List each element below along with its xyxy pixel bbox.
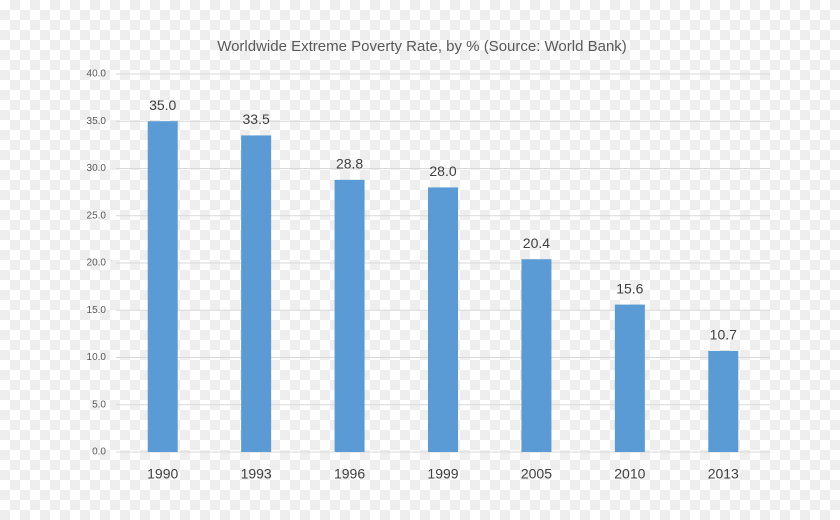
y-tick-label: 10.0 bbox=[87, 352, 107, 363]
chart-title: Worldwide Extreme Poverty Rate, by % (So… bbox=[217, 38, 627, 55]
data-label: 33.5 bbox=[243, 111, 270, 127]
y-tick-label: 30.0 bbox=[87, 163, 107, 174]
x-tick-label: 1990 bbox=[147, 466, 178, 482]
y-tick-label: 15.0 bbox=[87, 305, 107, 316]
y-tick-label: 25.0 bbox=[87, 210, 107, 221]
data-label: 20.4 bbox=[523, 235, 550, 251]
data-label: 28.8 bbox=[336, 156, 363, 172]
bar bbox=[241, 135, 272, 453]
data-label: 10.7 bbox=[710, 327, 737, 343]
x-tick-label: 1993 bbox=[241, 466, 272, 482]
x-tick-label: 1996 bbox=[334, 466, 365, 482]
x-tick-label: 1999 bbox=[427, 466, 458, 482]
y-tick-label: 20.0 bbox=[87, 258, 107, 269]
bar bbox=[428, 187, 458, 452]
x-tick-label: 2013 bbox=[708, 466, 739, 482]
y-tick-label: 35.0 bbox=[87, 116, 107, 127]
y-tick-label: 0.0 bbox=[92, 447, 106, 458]
x-tick-label: 2005 bbox=[521, 466, 552, 482]
data-label: 35.0 bbox=[149, 97, 176, 113]
data-label: 15.6 bbox=[616, 280, 643, 296]
bar bbox=[708, 350, 739, 452]
bar bbox=[614, 304, 645, 452]
bar bbox=[521, 259, 552, 452]
bar bbox=[147, 121, 178, 452]
data-label: 28.0 bbox=[429, 163, 456, 179]
x-tick-label: 2010 bbox=[614, 466, 645, 482]
bar bbox=[334, 179, 365, 452]
y-tick-label: 40.0 bbox=[87, 69, 107, 80]
y-tick-label: 5.0 bbox=[92, 399, 106, 410]
